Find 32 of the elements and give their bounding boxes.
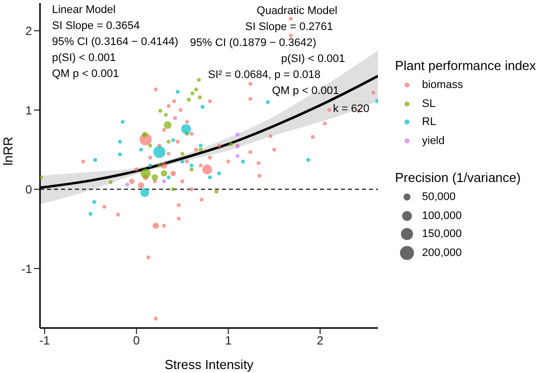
annotation: Quadratic Model bbox=[256, 5, 338, 17]
y-axis-title: lnRR bbox=[0, 136, 16, 166]
legend-label: 100,000 bbox=[422, 210, 462, 222]
x-tick-label: 1 bbox=[224, 334, 232, 348]
annotation: SI Slope = 0.2761 bbox=[245, 21, 333, 33]
annotation: QM p < 0.001 bbox=[52, 68, 119, 80]
annotation: Linear Model bbox=[52, 4, 116, 16]
legend-label: yield bbox=[422, 134, 445, 147]
annotation: 95% CI (0.3164 − 0.4144) bbox=[52, 36, 178, 48]
legend-title: Plant performance index bbox=[395, 58, 536, 73]
x-axis-title: Stress Intensity bbox=[164, 357, 254, 372]
annotation: SI² = 0.0684, p = 0.018 bbox=[208, 69, 321, 81]
x-tick-label: 2 bbox=[316, 334, 324, 348]
text: Precision (1/variance) bbox=[395, 170, 522, 185]
legend-label: biomass bbox=[422, 79, 463, 92]
legend-label: 50,000 bbox=[422, 191, 456, 204]
x-tick-label: -1 bbox=[39, 334, 50, 348]
y-tick-label: -1 bbox=[21, 262, 32, 276]
legend-label: SL bbox=[422, 98, 436, 110]
annotation: SI Slope = 0.3654 bbox=[52, 20, 140, 32]
legend-label: RL bbox=[422, 116, 436, 128]
annotation: 95% CI (0.1879 − 0.3642) bbox=[190, 37, 316, 49]
x-tick-label: 0 bbox=[133, 334, 140, 348]
y-tick-label: 1 bbox=[25, 103, 32, 118]
y-tick-label: 2 bbox=[25, 24, 32, 38]
annotation: p(SI) < 0.001 bbox=[52, 52, 116, 64]
annotation: p(SI) < 0.001 bbox=[281, 53, 345, 65]
annotation: k = 620 bbox=[333, 103, 370, 115]
y-tick-label: 0 bbox=[25, 182, 32, 197]
legend-label: 150,000 bbox=[422, 228, 462, 240]
legend-label: 200,000 bbox=[422, 246, 462, 259]
annotation: QM p < 0.001 bbox=[272, 85, 339, 97]
